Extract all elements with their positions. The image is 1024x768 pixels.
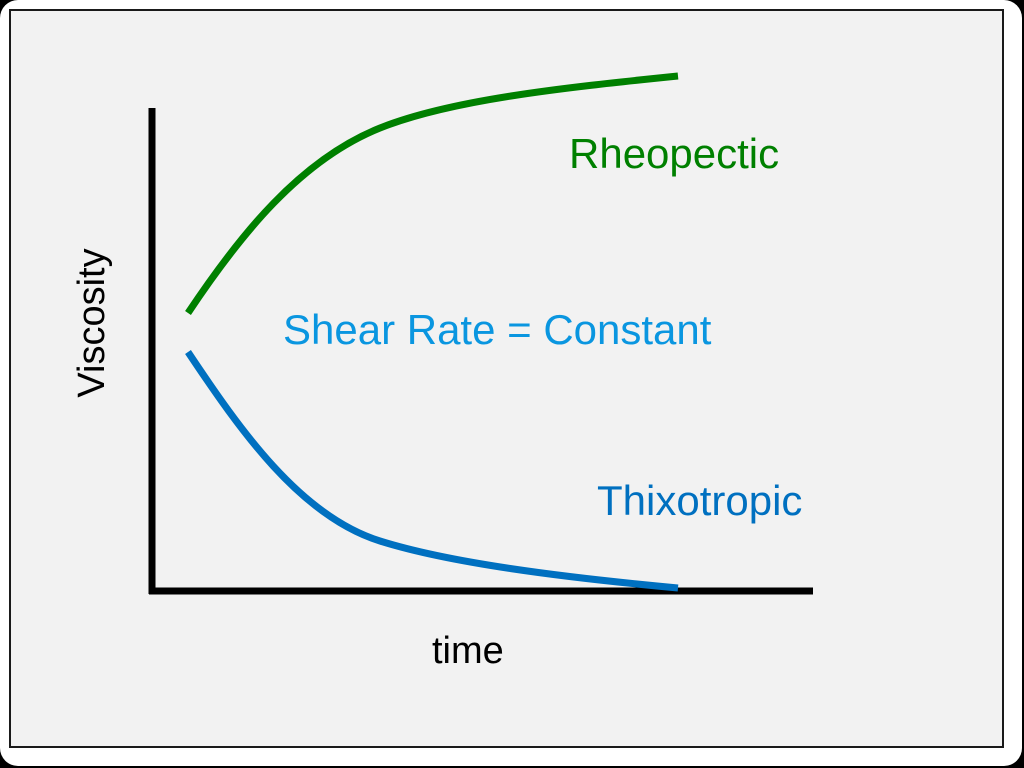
diagram-frame bbox=[9, 9, 1004, 748]
x-axis-label: time bbox=[432, 630, 504, 672]
shear-rate-annotation: Shear Rate = Constant bbox=[283, 306, 712, 353]
thixotropic-label: Thixotropic bbox=[597, 477, 803, 524]
rheopectic-label: Rheopectic bbox=[569, 130, 780, 177]
y-axis-label: Viscosity bbox=[71, 248, 113, 398]
rheopectic-curve bbox=[185, 72, 679, 315]
thixotropic-curve bbox=[185, 350, 679, 592]
